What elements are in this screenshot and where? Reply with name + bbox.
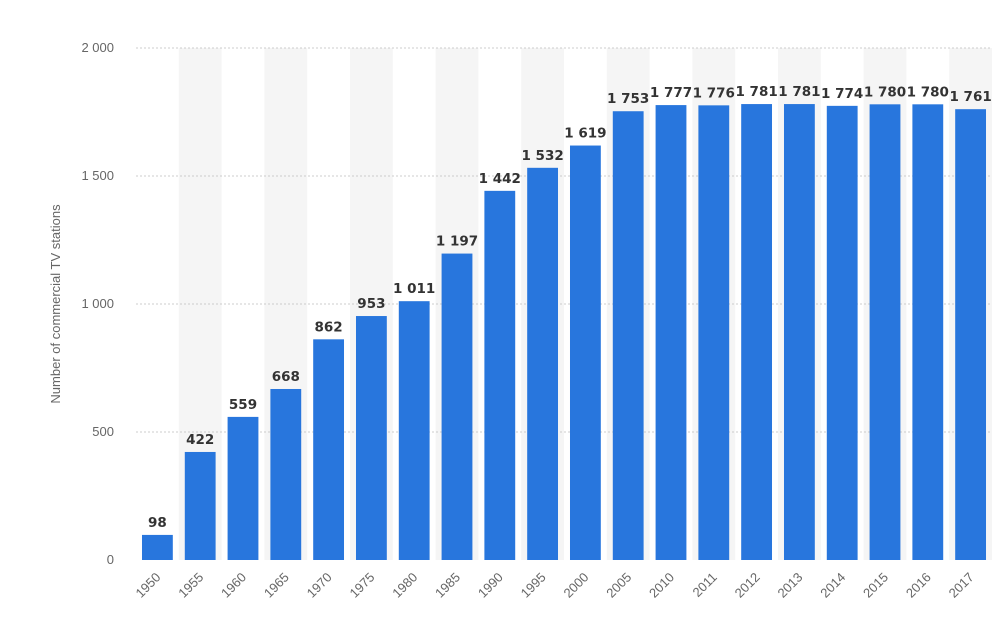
data-label-1990: 1 442 xyxy=(479,171,521,187)
data-label-2013: 1 781 xyxy=(778,84,820,100)
data-label-2017: 1 761 xyxy=(949,89,991,105)
data-label-2012: 1 781 xyxy=(735,84,777,100)
bar-1980 xyxy=(398,301,430,560)
x-tick-label-1960: 1960 xyxy=(218,570,249,601)
x-tick-label-2014: 2014 xyxy=(817,570,848,601)
x-tick-label-1965: 1965 xyxy=(261,570,292,601)
data-label-1955: 422 xyxy=(186,432,214,448)
bar-1950 xyxy=(141,534,173,560)
y-axis-label: Number of commercial TV stations xyxy=(48,204,63,404)
bar-2017 xyxy=(955,109,987,561)
bar-2013 xyxy=(783,104,815,561)
data-label-1965: 668 xyxy=(272,369,300,385)
bar-1970 xyxy=(313,339,345,560)
x-tick-label-2013: 2013 xyxy=(774,570,805,601)
x-tick-label-2016: 2016 xyxy=(903,570,934,601)
x-tick-label-1980: 1980 xyxy=(389,570,420,601)
x-tick-label-2012: 2012 xyxy=(732,570,763,601)
bar-2012 xyxy=(741,104,773,561)
x-tick-label-1970: 1970 xyxy=(304,570,335,601)
bar-1985 xyxy=(441,253,473,560)
x-tick-label-2015: 2015 xyxy=(860,570,891,601)
x-tick-label-1950: 1950 xyxy=(132,570,163,601)
x-tick-label-2000: 2000 xyxy=(560,570,591,601)
data-label-2010: 1 777 xyxy=(650,85,692,101)
x-axis-ticks: 1950 1955 1960 1965 1970 1975 1980 1985 1990 1995… xyxy=(132,570,976,601)
data-label-1960: 559 xyxy=(229,397,257,413)
bar-1995 xyxy=(527,167,559,561)
data-label-2011: 1 776 xyxy=(693,85,735,101)
data-label-2014: 1 774 xyxy=(821,86,863,102)
x-tick-label-2010: 2010 xyxy=(646,570,677,601)
data-label-1995: 1 532 xyxy=(521,148,563,164)
bar-1965 xyxy=(270,388,302,560)
x-tick-label-1990: 1990 xyxy=(475,570,506,601)
x-tick-label-2005: 2005 xyxy=(603,570,634,601)
bar-2015 xyxy=(869,104,901,560)
data-label-1985: 1 197 xyxy=(436,234,478,250)
bar-2011 xyxy=(698,105,730,561)
y-tick-label: 1 500 xyxy=(81,168,114,183)
data-label-2016: 1 780 xyxy=(907,84,949,100)
y-axis-ticks: 0 500 1 000 1 500 2 000 xyxy=(81,40,114,567)
bar-2014 xyxy=(826,105,858,560)
x-tick-label-1995: 1995 xyxy=(518,570,549,601)
bars xyxy=(141,104,987,561)
y-tick-label: 2 000 xyxy=(81,40,114,55)
data-label-1980: 1 011 xyxy=(393,281,435,297)
bar-2000 xyxy=(569,145,601,560)
x-tick-label-1985: 1985 xyxy=(432,570,463,601)
data-label-2005: 1 753 xyxy=(607,91,649,107)
x-tick-label-2011: 2011 xyxy=(690,570,720,600)
bar-2016 xyxy=(912,104,944,560)
y-tick-label: 500 xyxy=(92,424,114,439)
x-tick-label-2017: 2017 xyxy=(946,570,977,601)
data-label-1950: 98 xyxy=(148,515,167,531)
bar-2010 xyxy=(655,105,687,560)
bar-1955 xyxy=(184,451,216,560)
bar-2005 xyxy=(612,111,644,561)
bar-1990 xyxy=(484,190,516,560)
data-label-2000: 1 619 xyxy=(564,126,606,142)
bar-1960 xyxy=(227,416,259,560)
data-label-1975: 953 xyxy=(357,296,385,312)
y-tick-label: 1 000 xyxy=(81,296,114,311)
x-tick-label-1955: 1955 xyxy=(175,570,206,601)
data-label-1970: 862 xyxy=(315,319,343,335)
data-label-2015: 1 780 xyxy=(864,84,906,100)
x-tick-label-1975: 1975 xyxy=(346,570,377,601)
bar-1975 xyxy=(355,316,387,560)
y-tick-label: 0 xyxy=(107,552,114,567)
